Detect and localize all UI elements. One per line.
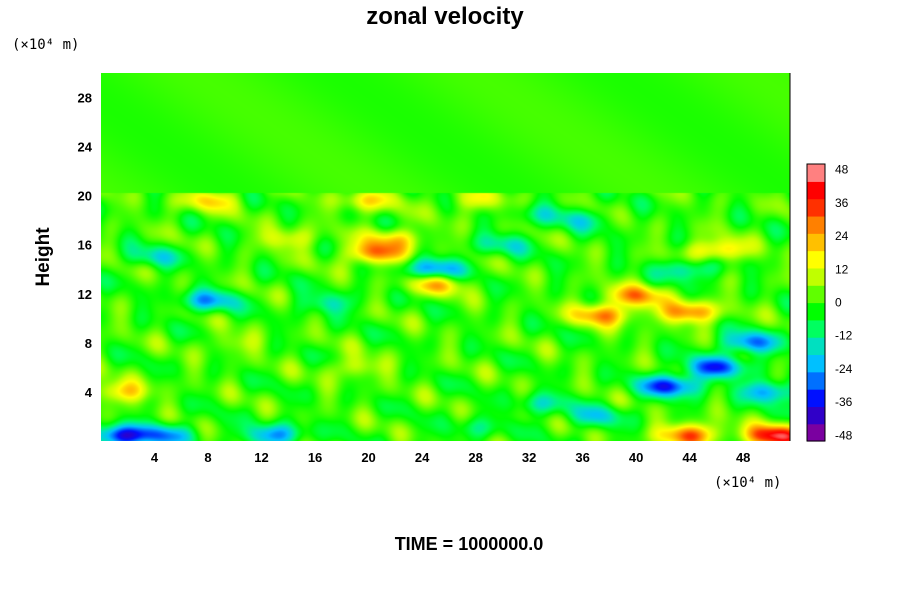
colorbar-swatch xyxy=(807,233,825,252)
heatmap-field xyxy=(101,73,790,441)
y-unit-label: (×10⁴ m) xyxy=(12,37,79,53)
x-tick-label: 32 xyxy=(522,450,536,465)
colorbar-swatch xyxy=(807,302,825,321)
colorbar-tick-label: 24 xyxy=(835,229,849,243)
y-tick-label: 20 xyxy=(78,189,92,204)
y-tick-label: 16 xyxy=(78,238,92,253)
colorbar-swatch xyxy=(807,406,825,425)
colorbar-swatch xyxy=(807,371,825,390)
colorbar-tick-label: 12 xyxy=(835,262,849,276)
plot-area xyxy=(101,73,791,441)
colorbar-swatch xyxy=(807,215,825,234)
colorbar-tick-label: -48 xyxy=(835,428,853,442)
x-tick-label: 24 xyxy=(415,450,430,465)
colorbar-border xyxy=(806,163,826,442)
x-tick-label: 12 xyxy=(254,450,268,465)
colorbar-tick-label: 36 xyxy=(835,196,849,210)
x-tick-label: 44 xyxy=(682,450,697,465)
colorbar-swatch xyxy=(807,267,825,286)
x-unit-label: (×10⁴ m) xyxy=(714,475,781,491)
x-tick-label: 36 xyxy=(575,450,589,465)
y-tick-labels: 4 8 12 16 20 24 28 xyxy=(78,91,93,400)
colorbar-swatch xyxy=(807,164,825,182)
colorbar-tick-label: -36 xyxy=(835,395,853,409)
colorbar-swatch xyxy=(807,250,825,269)
colorbar-tick-label: 48 xyxy=(835,163,849,177)
x-tick-labels: 4 8 12 16 20 24 28 32 36 40 44 48 xyxy=(151,450,751,465)
colorbar-tick-label: 0 xyxy=(835,296,842,310)
colorbar-swatch xyxy=(807,423,825,442)
colorbar-swatch xyxy=(807,198,825,217)
x-tick-label: 48 xyxy=(736,450,750,465)
y-tick-label: 8 xyxy=(85,336,92,351)
chart-title: zonal velocity xyxy=(366,3,524,30)
colorbar-swatch xyxy=(807,285,825,304)
colorbar-swatch xyxy=(807,319,825,338)
x-tick-label: 28 xyxy=(468,450,482,465)
y-tick-label: 4 xyxy=(85,385,93,400)
colorbar-tick-labels: 48 36 24 12 0 -12 -24 -36 -48 xyxy=(835,163,853,443)
x-tick-label: 4 xyxy=(151,450,159,465)
colorbar-swatch xyxy=(807,337,825,356)
colorbar-swatch xyxy=(807,181,825,200)
y-axis-label: Height xyxy=(33,227,54,287)
y-tick-label: 12 xyxy=(78,287,92,302)
x-tick-label: 16 xyxy=(308,450,322,465)
x-tick-label: 40 xyxy=(629,450,643,465)
colorbar-swatch xyxy=(807,354,825,373)
y-tick-label: 28 xyxy=(78,91,92,106)
x-tick-label: 8 xyxy=(204,450,211,465)
time-label: TIME = 1000000.0 xyxy=(395,534,544,554)
y-tick-label: 24 xyxy=(78,140,93,155)
colorbar-swatch xyxy=(807,389,825,407)
colorbar xyxy=(806,163,826,442)
colorbar-tick-label: -12 xyxy=(835,329,853,343)
colorbar-tick-label: -24 xyxy=(835,362,853,376)
x-tick-label: 20 xyxy=(361,450,375,465)
